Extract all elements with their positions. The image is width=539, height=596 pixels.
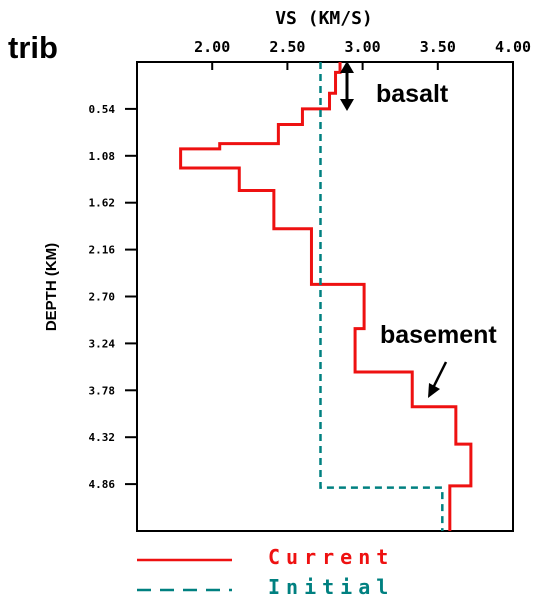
legend-current-label: Current	[268, 545, 394, 569]
y-tick-label: 2.70	[89, 291, 116, 304]
y-tick-label: 0.54	[89, 103, 116, 116]
panel-label: trib	[8, 30, 58, 65]
basement-arrow-shaft	[431, 361, 448, 389]
x-tick-label: 2.50	[269, 38, 305, 56]
y-axis-title: DEPTH (KM)	[43, 243, 60, 331]
basalt-arrow-head-down	[340, 99, 354, 111]
y-tick-label: 3.24	[89, 337, 116, 350]
legend-initial-label: Initial	[268, 575, 394, 596]
x-axis-title: VS (KM/S)	[275, 8, 373, 29]
basement-annotation: basement	[380, 321, 497, 398]
y-tick-label: 1.08	[89, 150, 116, 163]
legend: Current Initial	[137, 545, 394, 596]
x-axis-ticks: 2.00 2.50 3.00 3.50 4.00	[194, 38, 531, 70]
basement-arrow-head	[428, 383, 440, 398]
series-current-line	[179, 62, 473, 531]
basalt-annotation: basalt	[340, 61, 449, 111]
y-tick-label: 1.62	[89, 197, 116, 210]
series-layer	[179, 62, 473, 531]
plot-frame	[136, 61, 514, 532]
x-tick-label: 2.00	[194, 38, 230, 56]
y-tick-label: 2.16	[89, 244, 116, 257]
x-tick-label: 4.00	[495, 38, 531, 56]
y-tick-label: 4.86	[89, 478, 116, 491]
y-tick-label: 3.78	[89, 384, 116, 397]
x-tick-label: 3.50	[420, 38, 456, 56]
basalt-label: basalt	[376, 80, 449, 108]
basalt-arrow-head-up	[340, 61, 354, 73]
series-initial-line	[319, 62, 444, 531]
y-axis-ticks: 0.54 1.08 1.62 2.16 2.70 3.24 3.78 4.32 4.86	[89, 103, 137, 491]
y-tick-label: 4.32	[89, 431, 116, 444]
basement-label: basement	[380, 321, 497, 349]
x-tick-label: 3.00	[345, 38, 381, 56]
